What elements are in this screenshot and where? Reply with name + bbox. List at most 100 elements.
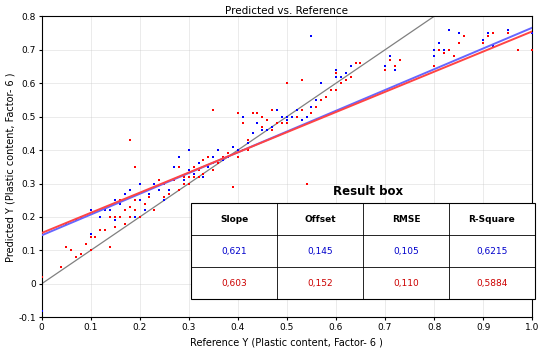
Point [120,221,129,227]
Point [258,127,267,133]
Point [263,127,271,133]
Point [174,154,183,160]
Point [307,104,316,109]
Point [228,144,237,150]
Point [96,214,105,220]
Point [307,110,316,116]
Point [120,208,129,213]
Point [450,54,458,59]
Point [233,147,242,153]
Point [243,140,252,146]
Point [440,50,449,56]
Point [150,181,159,186]
Point [219,157,227,163]
Point [331,74,340,79]
Text: Result box: Result box [333,185,403,198]
Point [184,181,193,186]
Point [66,247,75,253]
Point [223,151,232,156]
Point [214,147,222,153]
Point [135,197,144,203]
Point [385,54,394,59]
Point [155,178,163,183]
Point [277,211,286,216]
Point [455,30,463,36]
Point [165,187,173,193]
Point [106,214,114,220]
Point [199,171,208,176]
Point [150,208,159,213]
Point [228,184,237,190]
Point [130,208,139,213]
Point [160,181,168,186]
Point [204,154,213,160]
Point [71,217,80,223]
Point [160,197,168,203]
Point [238,120,247,126]
Point [479,40,488,46]
Point [219,154,227,160]
Point [86,231,95,237]
Point [209,167,217,173]
Point [390,67,399,73]
Point [287,114,296,120]
Point [184,147,193,153]
Point [165,191,173,196]
Point [528,30,537,36]
Point [140,201,149,207]
Point [209,161,217,166]
Point [189,164,198,170]
Point [272,107,281,113]
Point [312,104,320,109]
Point [326,87,335,93]
Point [204,164,213,170]
Point [253,110,262,116]
Point [111,197,119,203]
Point [277,120,286,126]
Point [179,181,188,186]
Point [179,174,188,180]
Point [233,154,242,160]
Point [455,40,463,46]
FancyBboxPatch shape [191,203,535,299]
Point [101,228,110,233]
Point [385,57,394,62]
Point [184,167,193,173]
Point [268,127,276,133]
Point [292,114,301,120]
Point [214,161,222,166]
Point [233,147,242,153]
Text: Slope: Slope [220,215,249,223]
X-axis label: Reference Y (Plastic content, Factor- 6 ): Reference Y (Plastic content, Factor- 6 … [190,337,383,347]
Point [125,187,134,193]
Point [445,47,453,53]
Point [341,77,350,83]
Point [111,214,119,220]
Point [194,161,203,166]
Text: 0,152: 0,152 [307,279,333,288]
Point [101,208,110,213]
Point [528,47,537,53]
Point [116,201,124,207]
Point [169,178,178,183]
Point [116,197,124,203]
Point [513,47,522,53]
Point [238,114,247,120]
Point [258,114,267,120]
Point [248,131,257,136]
Point [145,191,154,196]
Point [125,204,134,210]
Point [331,70,340,76]
Point [268,124,276,130]
Point [282,114,291,120]
Point [155,187,163,193]
Point [248,131,257,136]
Point [268,107,276,113]
Point [130,164,139,170]
Point [430,64,439,69]
Point [111,217,119,223]
Point [204,164,213,170]
Point [331,67,340,73]
Point [125,194,134,200]
Point [341,70,350,76]
